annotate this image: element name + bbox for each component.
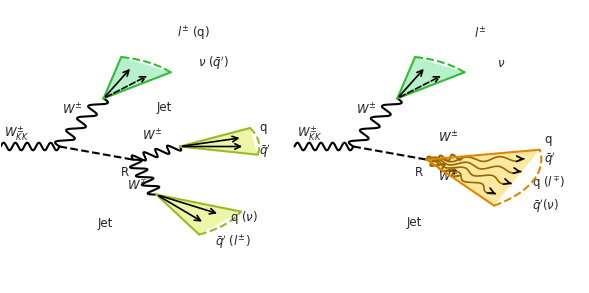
- Text: Jet: Jet: [157, 100, 172, 114]
- Text: $\bar{q}^{\prime}(\nu)$: $\bar{q}^{\prime}(\nu)$: [532, 197, 560, 215]
- Text: $\bar{q}^{\prime}$: $\bar{q}^{\prime}$: [544, 151, 556, 168]
- Text: Jet: Jet: [406, 216, 422, 229]
- Text: q: q: [544, 133, 552, 146]
- Text: q ($l^{\mp}$): q ($l^{\mp}$): [532, 174, 565, 192]
- Text: $W^{\mp}$: $W^{\mp}$: [438, 170, 459, 184]
- Text: R: R: [121, 166, 129, 179]
- Text: $W^{\pm}$: $W^{\pm}$: [438, 130, 459, 145]
- Text: $\nu$ ($\bar{q}^{\prime}$): $\nu$ ($\bar{q}^{\prime}$): [197, 54, 229, 72]
- Text: $\bar{q}^{\prime}$: $\bar{q}^{\prime}$: [259, 142, 271, 160]
- Text: Jet: Jet: [98, 217, 113, 230]
- Polygon shape: [398, 57, 465, 98]
- Text: $l^{\pm}$: $l^{\pm}$: [474, 27, 486, 42]
- Text: $l^{\pm}$ (q): $l^{\pm}$ (q): [177, 25, 210, 43]
- Text: q ($\nu$): q ($\nu$): [230, 209, 258, 226]
- Polygon shape: [180, 128, 257, 155]
- Polygon shape: [426, 150, 540, 206]
- Text: q: q: [259, 121, 267, 134]
- Text: $W^{\pm}_{KK}$: $W^{\pm}_{KK}$: [297, 124, 322, 143]
- Text: R: R: [415, 166, 423, 179]
- Text: $W^{\pm}$: $W^{\pm}$: [62, 102, 83, 118]
- Text: $W^{\pm}$: $W^{\pm}$: [142, 129, 162, 144]
- Text: $W^{\pm}$: $W^{\pm}$: [356, 102, 377, 118]
- Text: $\nu$: $\nu$: [497, 57, 505, 70]
- Polygon shape: [104, 57, 171, 98]
- Text: $W^{\pm}_{KK}$: $W^{\pm}_{KK}$: [4, 124, 29, 143]
- Polygon shape: [157, 195, 241, 234]
- Text: $W^{\mp}$: $W^{\mp}$: [127, 179, 148, 193]
- Text: $\bar{q}^{\prime}$ ($l^{\pm}$): $\bar{q}^{\prime}$ ($l^{\pm}$): [215, 234, 251, 253]
